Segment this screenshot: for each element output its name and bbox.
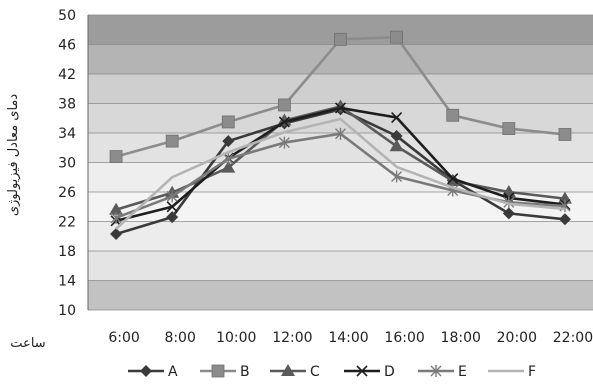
data-point-A <box>110 228 123 241</box>
data-point-A <box>222 135 235 148</box>
data-point-C <box>277 113 292 126</box>
legend-label: E <box>458 364 467 380</box>
legend-marker <box>211 364 225 378</box>
x-tick-label: 14:00 <box>328 330 368 346</box>
y-tick-label: 26 <box>58 185 76 201</box>
band-14-18 <box>88 251 593 281</box>
legend-label: F <box>528 364 536 380</box>
data-point-D <box>391 111 403 124</box>
series-F <box>115 117 566 230</box>
data-point-C <box>389 139 404 152</box>
legend-label: C <box>310 364 320 380</box>
y-tick-label: 38 <box>58 97 76 113</box>
y-axis-ticks: 10 14 18 22 26 30 34 38 42 46 50 <box>58 8 76 319</box>
legend-item-C: C <box>270 364 320 380</box>
data-point-B <box>165 134 179 148</box>
data-point-A <box>502 207 515 220</box>
data-point-B <box>446 108 460 122</box>
data-point-B <box>221 115 235 129</box>
data-point-A <box>390 129 403 142</box>
data-point-A <box>166 211 179 224</box>
data-point-B <box>502 122 516 135</box>
data-point-E <box>391 170 403 183</box>
legend-item-B: B <box>200 364 250 380</box>
x-axis-title: ساعت <box>10 336 45 351</box>
data-point-C <box>221 160 236 173</box>
data-point-A <box>558 213 571 226</box>
legend: A B C D E F <box>128 364 536 380</box>
y-tick-label: 50 <box>58 8 76 24</box>
legend-item-E: E <box>418 364 467 380</box>
y-tick-label: 42 <box>58 67 76 83</box>
y-tick-label: 30 <box>58 156 76 172</box>
data-point-E <box>278 136 290 149</box>
band-10-14 <box>88 280 593 310</box>
x-tick-label: 20:00 <box>497 330 537 346</box>
legend-label: D <box>384 364 395 380</box>
data-point-C <box>109 202 124 215</box>
data-point-D <box>447 173 459 185</box>
series-line-F <box>115 117 566 230</box>
legend-label: B <box>240 364 250 380</box>
data-point-E <box>166 190 178 203</box>
band-38-42 <box>88 74 593 104</box>
data-point-B <box>109 150 123 164</box>
data-point-B <box>334 32 347 46</box>
series-lines <box>109 30 572 241</box>
data-point-D <box>278 116 290 128</box>
legend-marker <box>281 364 295 376</box>
x-tick-label: 6:00 <box>108 330 139 346</box>
data-point-D <box>166 201 178 213</box>
data-point-E <box>110 211 122 224</box>
x-axis-ticks: 6:00 8:00 10:00 12:00 14:00 16:00 18:00 20:00 22… <box>108 330 593 346</box>
data-point-D <box>334 102 347 114</box>
x-tick-label: 8:00 <box>164 330 195 346</box>
legend-label: A <box>168 364 178 380</box>
y-tick-label: 18 <box>58 244 76 260</box>
x-tick-label: 10:00 <box>216 330 256 346</box>
y-tick-label: 14 <box>58 274 76 290</box>
x-tick-label: 16:00 <box>384 330 424 346</box>
band-18-22 <box>88 221 593 251</box>
data-point-E <box>222 152 234 165</box>
data-point-B <box>390 30 404 44</box>
data-point-B <box>277 98 291 112</box>
x-tick-label: 12:00 <box>272 330 312 346</box>
band-26-30 <box>88 162 593 192</box>
legend-marker <box>356 365 368 377</box>
y-axis-title: دمای معادل فیزیولوژی <box>6 94 21 217</box>
y-tick-label: 22 <box>58 215 76 231</box>
legend-item-D: D <box>344 364 395 380</box>
legend-item-A: A <box>128 364 178 380</box>
y-tick-label: 34 <box>58 126 76 142</box>
data-point-B <box>558 128 572 141</box>
series-B <box>109 30 572 164</box>
legend-marker <box>430 365 442 377</box>
legend-item-F: F <box>488 364 536 380</box>
y-tick-label: 46 <box>58 38 76 54</box>
legend-marker <box>140 365 152 377</box>
y-tick-label: 10 <box>58 303 76 319</box>
data-point-E <box>503 196 515 209</box>
data-point-E <box>335 127 346 140</box>
x-tick-label: 22:00 <box>553 330 593 346</box>
band-42-46 <box>88 44 593 74</box>
x-tick-label: 18:00 <box>441 330 481 346</box>
